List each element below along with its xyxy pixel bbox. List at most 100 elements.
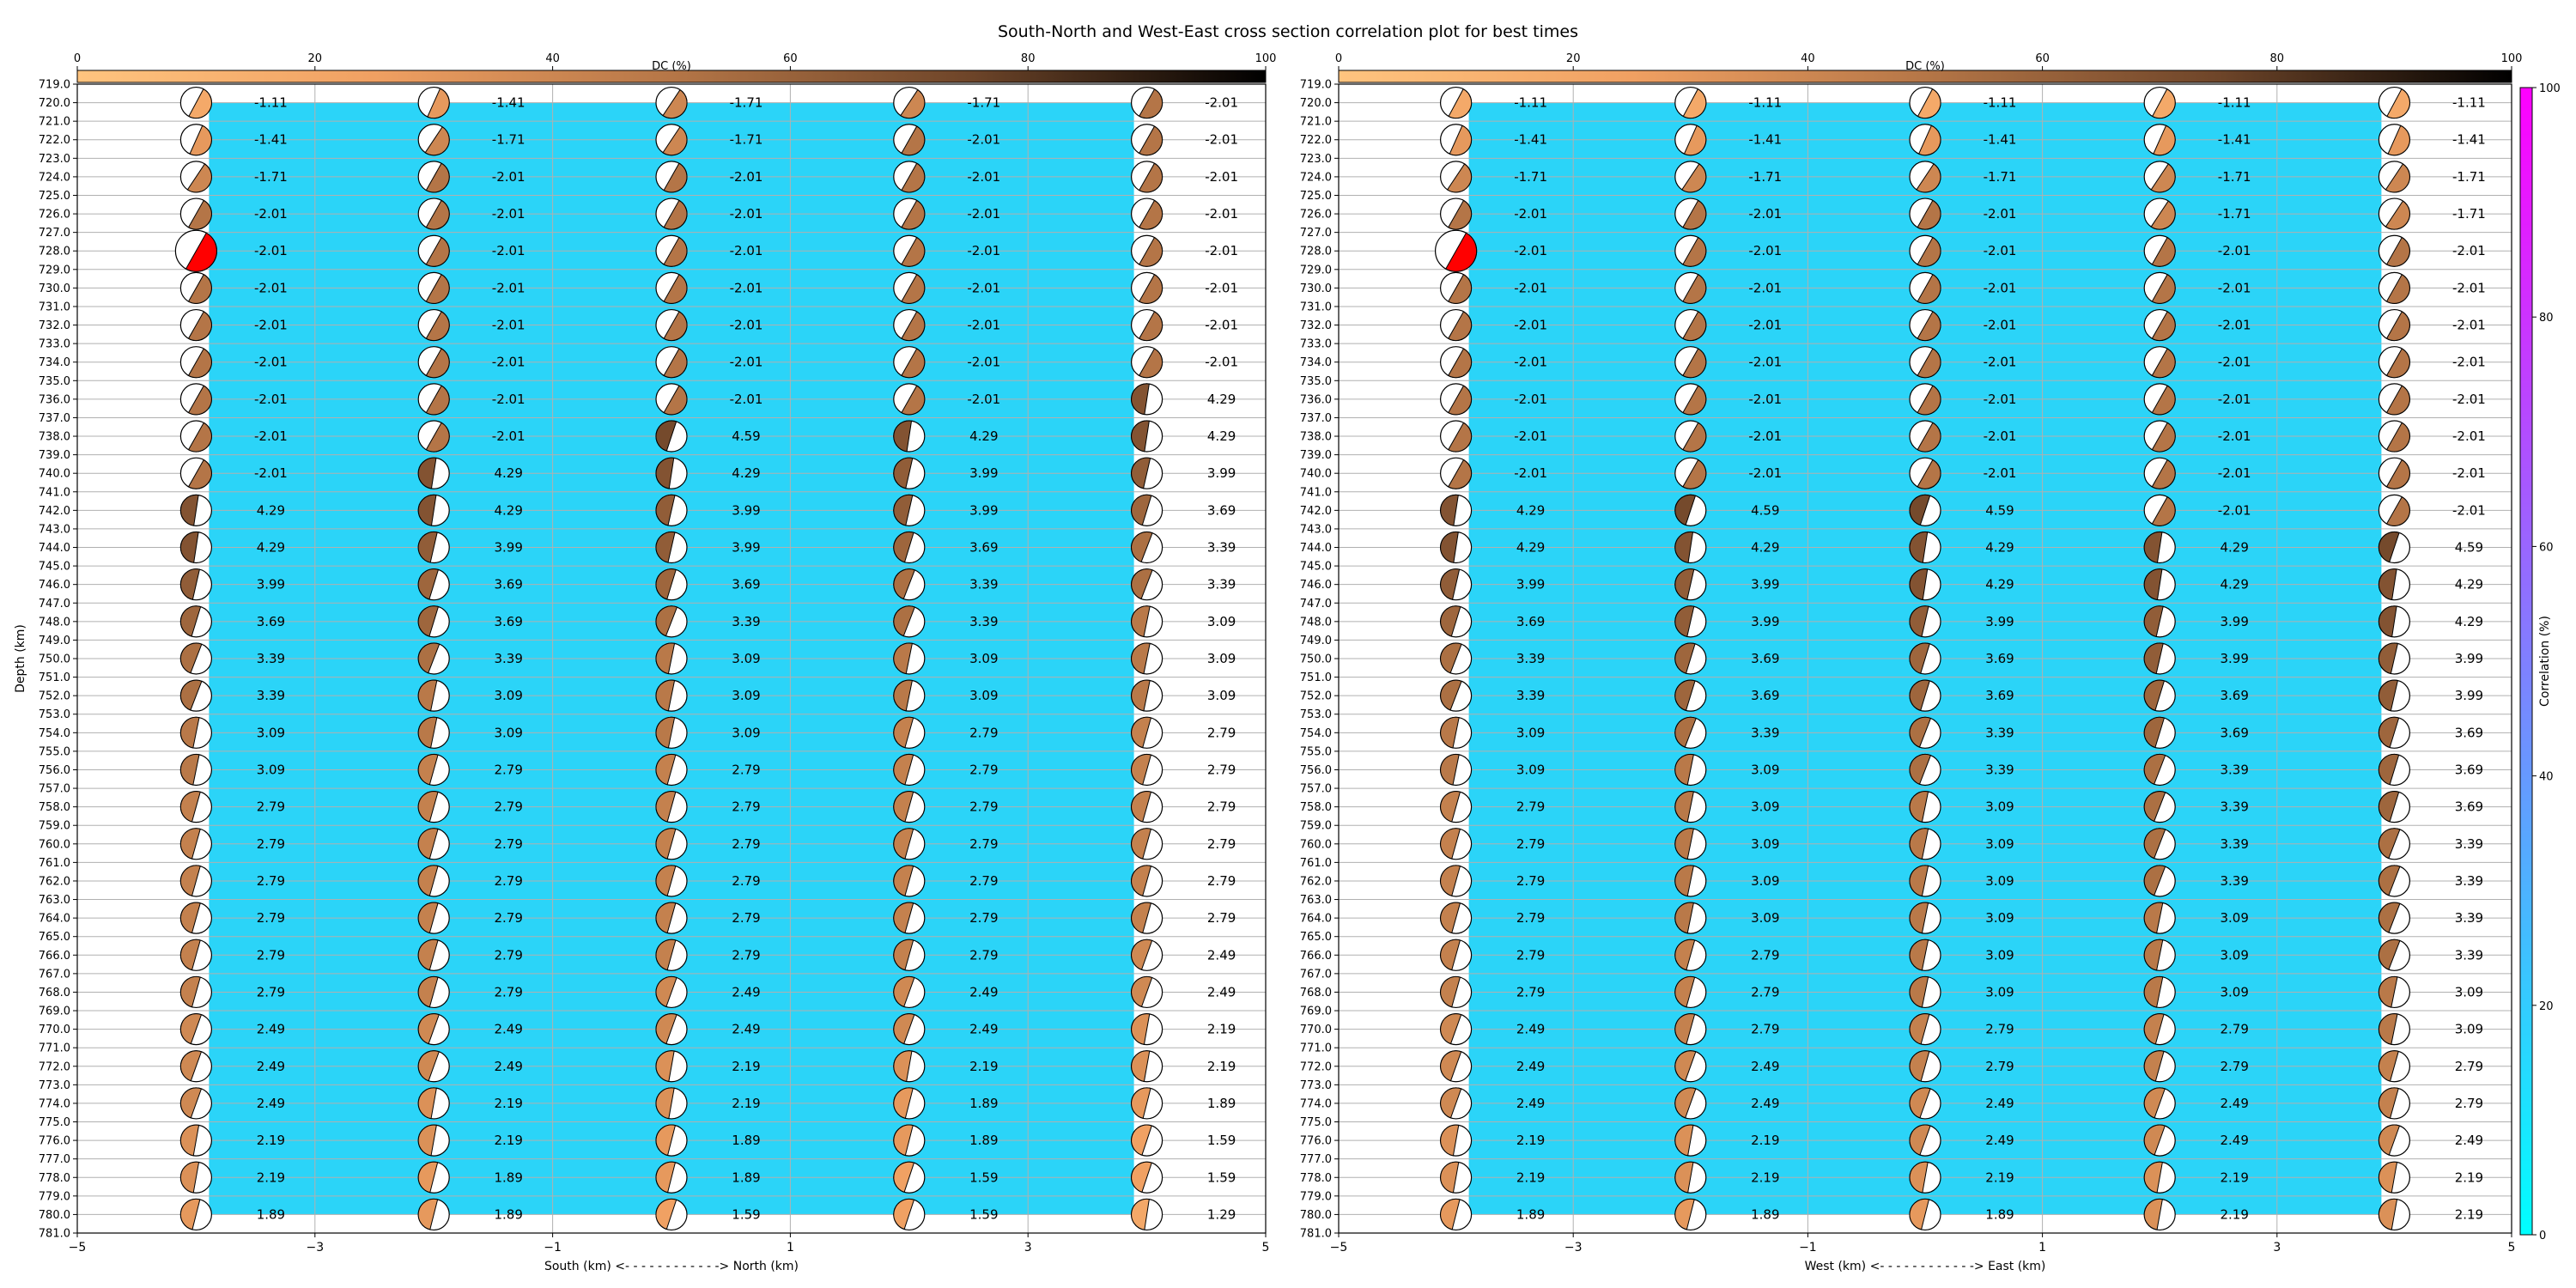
beachball: [179, 308, 212, 342]
beachball: [2378, 716, 2410, 749]
beachball-fill: [1674, 532, 1694, 563]
beachball: [2143, 716, 2176, 749]
beachball: [655, 791, 688, 823]
beachball-fill: [1131, 902, 1152, 934]
y-tick-label: 744.0: [1300, 542, 1332, 555]
beachball: [417, 1050, 450, 1083]
beachball-fill: [417, 828, 439, 860]
beachball-fill: [1674, 494, 1697, 526]
value-label: 4.29: [1516, 540, 1545, 556]
value-label: 3.09: [2220, 984, 2248, 999]
value-label: 2.79: [1516, 984, 1545, 999]
beachball: [1674, 1161, 1707, 1194]
beachball: [893, 865, 926, 897]
x-tick-label: 5: [1262, 1241, 1270, 1255]
beachball: [417, 234, 450, 267]
value-label: 2.19: [1985, 1170, 2014, 1185]
value-label: 2.79: [969, 910, 998, 926]
beachball: [655, 1198, 688, 1231]
y-tick-label: 726.0: [39, 209, 70, 222]
value-label: 4.59: [1985, 502, 2014, 518]
value-label: -1.11: [1748, 95, 1782, 111]
value-label: 2.79: [969, 836, 998, 852]
beachball-fill: [1909, 754, 1932, 785]
beachball: [2143, 271, 2176, 304]
value-label: 2.79: [494, 762, 522, 777]
y-tick-label: 744.0: [39, 542, 70, 555]
value-label: 3.39: [1985, 762, 2014, 777]
beachball: [655, 939, 688, 971]
beachball: [1674, 716, 1707, 749]
value-label: 1.89: [494, 1206, 522, 1222]
beachball: [893, 420, 926, 453]
value-label: 3.69: [494, 577, 522, 592]
value-label: -2.01: [254, 280, 288, 295]
value-label: 3.69: [1516, 614, 1545, 629]
value-label: 3.69: [2455, 725, 2483, 740]
value-label: 3.39: [1985, 725, 2014, 740]
beachball-fill: [179, 902, 201, 934]
beachball: [2143, 605, 2176, 638]
value-label: 2.19: [732, 1096, 760, 1111]
beachball: [179, 494, 212, 526]
value-label: 2.79: [969, 799, 998, 815]
beachball-fill: [663, 311, 688, 341]
beachball-fill: [1916, 163, 1941, 193]
beachball-fill: [1440, 1124, 1460, 1157]
beachball: [1909, 234, 1941, 267]
beachball-fill: [1909, 1087, 1931, 1119]
beachball-fill: [1917, 459, 1941, 489]
beachball: [893, 1013, 926, 1046]
beachball-fill: [662, 88, 688, 119]
beachball: [1909, 642, 1941, 675]
beachball: [2378, 531, 2410, 564]
beachball: [655, 1124, 688, 1157]
value-label: -2.01: [254, 318, 288, 333]
value-label: 2.79: [732, 836, 760, 852]
value-label: 2.19: [257, 1133, 285, 1148]
beachball-fill: [417, 532, 438, 563]
beachball: [2143, 568, 2176, 601]
beachball-fill: [1674, 1050, 1697, 1082]
beachball: [1130, 346, 1163, 379]
beachball-fill: [655, 457, 675, 489]
value-label: -2.01: [2452, 465, 2486, 481]
beachball: [1674, 975, 1707, 1009]
beachball: [1434, 229, 1478, 272]
value-label: -2.01: [2218, 428, 2251, 444]
value-label: 4.59: [1751, 502, 1779, 518]
value-label: 3.99: [732, 540, 760, 556]
y-tick-label: 729.0: [39, 264, 70, 276]
y-tick-label: 778.0: [39, 1172, 70, 1185]
beachball-fill: [662, 126, 688, 156]
value-label: -2.01: [730, 206, 763, 222]
y-tick-label: 723.0: [1300, 153, 1332, 166]
beachball: [417, 865, 450, 897]
y-tick-label: 740.0: [39, 468, 70, 481]
beachball: [2378, 642, 2410, 675]
beachball: [2143, 1050, 2176, 1083]
value-label: -2.01: [1205, 280, 1238, 295]
beachball: [1439, 86, 1473, 119]
value-label: 4.29: [2455, 614, 2483, 629]
beachball-fill: [2385, 422, 2410, 453]
y-tick-label: 779.0: [1300, 1190, 1332, 1203]
beachball-fill: [655, 716, 676, 749]
value-label: 2.79: [969, 762, 998, 777]
value-label: -2.01: [1514, 280, 1547, 295]
beachball: [2143, 161, 2176, 193]
y-tick-label: 768.0: [1300, 987, 1332, 999]
beachball-fill: [663, 274, 688, 304]
value-label: 3.09: [1751, 910, 1779, 926]
value-label: 2.49: [1516, 1059, 1545, 1074]
beachball-fill: [1909, 605, 1929, 637]
y-tick-label: 761.0: [39, 857, 70, 870]
beachball-fill: [2143, 754, 2166, 785]
beachball-fill: [417, 1013, 440, 1045]
value-label: 2.19: [257, 1170, 285, 1185]
value-label: -2.01: [730, 243, 763, 258]
beachball: [417, 346, 450, 379]
value-label: 2.49: [732, 1022, 760, 1037]
y-tick-label: 725.0: [1300, 190, 1332, 203]
beachball: [2378, 124, 2410, 156]
